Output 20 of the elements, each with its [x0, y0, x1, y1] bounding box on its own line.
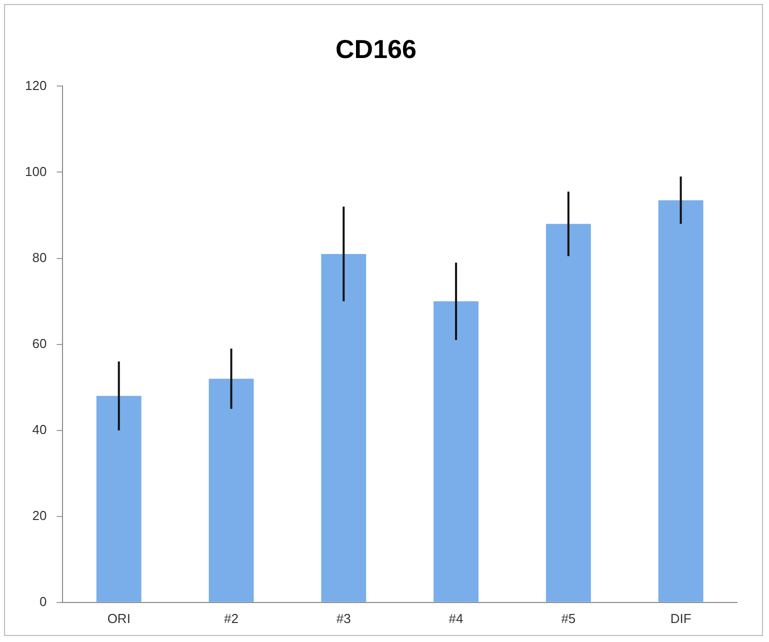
x-tick-label: #4: [448, 610, 464, 626]
y-tick-label: 60: [32, 336, 47, 351]
x-tick-label: ORI: [107, 610, 130, 626]
chart-title: CD166: [336, 34, 416, 64]
y-tick-label: 0: [39, 594, 47, 609]
y-tick-label: 120: [24, 78, 47, 93]
y-tick-label: 20: [32, 508, 47, 523]
y-tick-label: 80: [32, 250, 47, 265]
bar: [546, 224, 591, 602]
x-tick-label: #2: [224, 610, 238, 626]
x-tick-label: DIF: [670, 610, 692, 626]
bar: [96, 396, 142, 602]
y-tick-label: 40: [32, 422, 47, 437]
x-tick-label: #5: [561, 610, 576, 626]
bar: [208, 378, 254, 602]
bar: [434, 301, 479, 602]
x-tick-label: #3: [336, 610, 351, 626]
bar: [321, 254, 366, 602]
y-tick-label: 100: [24, 164, 47, 179]
bar: [658, 200, 704, 602]
